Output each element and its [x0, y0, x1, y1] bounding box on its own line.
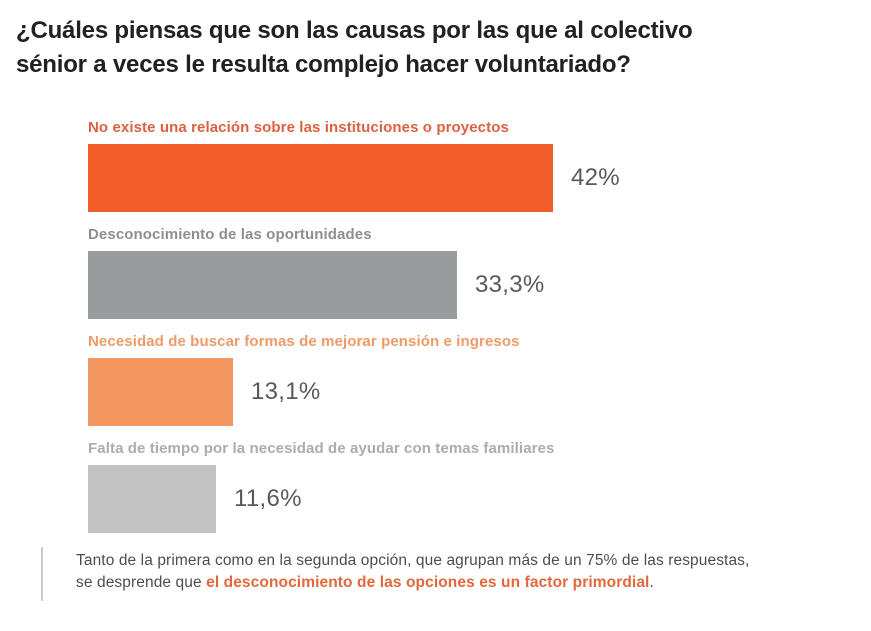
bar [88, 465, 216, 533]
page-title: ¿Cuáles piensas que son las causas por l… [0, 0, 871, 82]
bar-row: Desconocimiento de las oportunidades 33,3… [88, 226, 871, 319]
bar-label: Desconocimiento de las oportunidades [88, 226, 372, 243]
page-title-line-2: sénior a veces le resulta complejo hacer… [16, 51, 631, 78]
summary-note-period: . [649, 574, 654, 591]
bar-line: 42% [88, 144, 871, 212]
summary-note-line-2: se desprende que el desconocimiento de l… [76, 572, 831, 594]
horizontal-bar-chart: No existe una relación sobre las institu… [88, 119, 871, 533]
bar-label: No existe una relación sobre las institu… [88, 119, 509, 136]
bar-row: No existe una relación sobre las institu… [88, 119, 871, 212]
summary-note: Tanto de la primera como en la segunda o… [41, 547, 871, 601]
summary-note-plain: se desprende que [76, 574, 207, 591]
bar-label: Falta de tiempo por la necesidad de ayud… [88, 440, 555, 457]
bar-value: 11,6% [234, 485, 302, 512]
bar-value: 42% [571, 164, 620, 191]
bar [88, 251, 457, 319]
bar-label: Necesidad de buscar formas de mejorar pe… [88, 333, 520, 350]
page-title-line-1: ¿Cuáles piensas que son las causas por l… [16, 17, 693, 44]
bar [88, 144, 553, 212]
bar-value: 33,3% [475, 271, 545, 298]
bar-line: 13,1% [88, 358, 871, 426]
bar-line: 33,3% [88, 251, 871, 319]
bar-row: Necesidad de buscar formas de mejorar pe… [88, 333, 871, 426]
bar-line: 11,6% [88, 465, 871, 533]
bar [88, 358, 233, 426]
bar-row: Falta de tiempo por la necesidad de ayud… [88, 440, 871, 533]
bar-value: 13,1% [251, 378, 321, 405]
summary-note-highlight: el desconocimiento de las opciones es un… [206, 574, 650, 591]
summary-note-line-1: Tanto de la primera como en la segunda o… [76, 552, 750, 569]
